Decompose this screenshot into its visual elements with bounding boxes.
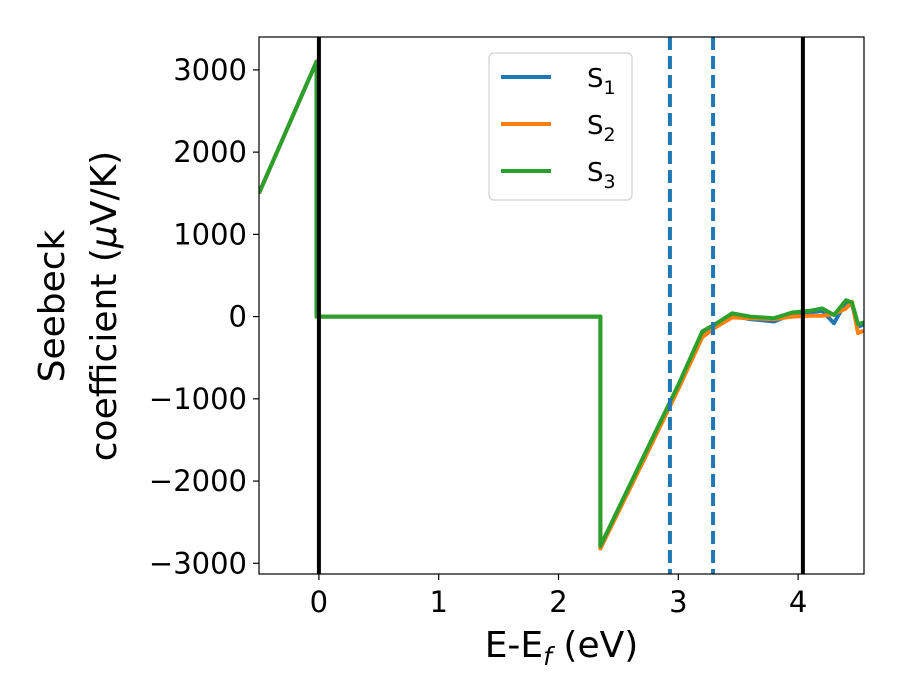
x-tick-label: 0 [310, 585, 328, 619]
legend: S1 S2 S3 [488, 52, 633, 201]
series-line-s3 [259, 59, 864, 548]
y-tick-label: 1000 [173, 217, 247, 251]
y-tick-label: 0 [229, 300, 247, 334]
y-tick-label: −2000 [149, 464, 247, 498]
axes-frame [258, 36, 865, 575]
x-tick-label: 3 [669, 585, 687, 619]
legend-label-s2: S2 [587, 111, 616, 146]
x-axis-label: E-Ef (eV) [485, 625, 639, 671]
legend-box [488, 52, 633, 201]
y-tick-label: 2000 [173, 135, 247, 169]
axes: 0 1 2 3 4 −3000 −2000 −1000 0 1000 2000 3000 E-Ef (e… [32, 36, 865, 671]
legend-label-s3: S3 [587, 158, 616, 193]
legend-label-s1: S1 [587, 64, 616, 99]
y-tick-label: −1000 [149, 382, 247, 416]
plot-area [259, 37, 864, 574]
x-tick-label: 2 [549, 585, 567, 619]
y-axis-label: Seebeck coefficient (μV/K) [32, 151, 125, 461]
y-tick-label: −3000 [149, 546, 247, 580]
x-tick-label: 4 [789, 585, 807, 619]
x-tick-label: 1 [429, 585, 447, 619]
y-tick-label: 3000 [173, 53, 247, 87]
y-axis-label-line1: Seebeck [32, 229, 73, 382]
y-axis-label-line2: coefficient (μV/K) [84, 151, 125, 461]
